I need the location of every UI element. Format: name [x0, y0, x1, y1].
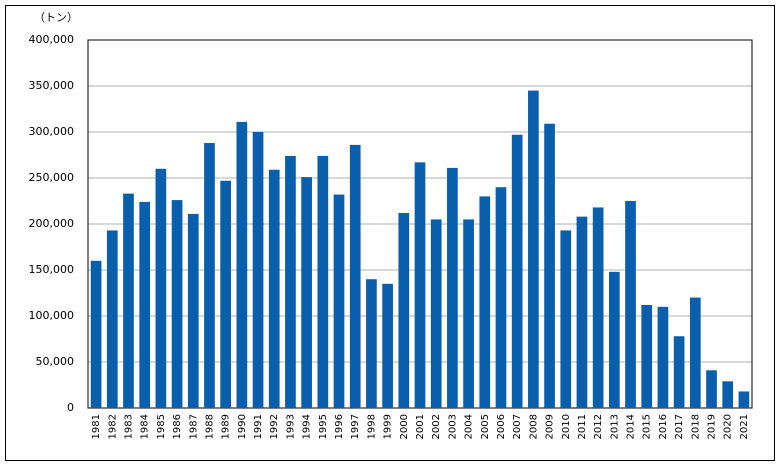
bar [317, 155, 329, 408]
x-tick-label: 1990 [237, 414, 248, 439]
x-tick-label: 1993 [285, 414, 296, 439]
bar [285, 155, 296, 408]
bar [333, 194, 345, 408]
y-tick-label: 100,000 [29, 309, 75, 322]
x-tick-label: 2018 [690, 414, 701, 439]
x-tick-label: 2016 [658, 414, 669, 439]
x-tick-label: 2001 [415, 414, 426, 439]
bar [155, 168, 167, 408]
x-tick-label: 1994 [302, 414, 313, 439]
bar [641, 304, 653, 408]
bar [479, 196, 491, 408]
x-tick-label: 2012 [593, 414, 604, 439]
x-tick-label: 1998 [366, 414, 377, 439]
bar [382, 283, 393, 408]
bar [625, 201, 636, 408]
bar [528, 90, 539, 408]
bar [463, 219, 474, 408]
bar [495, 187, 507, 408]
bar [608, 271, 620, 408]
x-tick-label: 2007 [512, 414, 523, 439]
y-tick-label: 0 [67, 401, 74, 414]
x-tick-label: 2000 [399, 414, 410, 439]
bar [414, 162, 426, 408]
bar [511, 134, 523, 408]
x-tick-label: 2015 [642, 414, 653, 439]
y-tick-label: 350,000 [29, 79, 75, 92]
x-tick-label: 1996 [334, 414, 345, 439]
y-tick-label: 50,000 [36, 355, 75, 368]
bar [139, 201, 151, 408]
x-tick-label: 1995 [318, 414, 329, 439]
x-tick-label: 1989 [221, 414, 232, 439]
bar [673, 336, 685, 408]
x-tick-label: 2014 [626, 414, 637, 439]
bar [236, 121, 248, 408]
x-tick-label: 1992 [269, 414, 280, 439]
x-tick-label: 1984 [140, 414, 151, 439]
bar [544, 123, 555, 408]
x-tick-label: 2008 [528, 414, 539, 439]
x-tick-label: 1991 [253, 414, 264, 439]
y-tick-label: 150,000 [29, 263, 75, 276]
y-tick-label: 200,000 [29, 217, 75, 230]
x-tick-label: 1981 [91, 414, 102, 439]
x-tick-label: 2005 [480, 414, 491, 439]
bar [268, 169, 280, 408]
x-tick-label: 2019 [707, 414, 718, 439]
x-tick-label: 1988 [204, 414, 215, 439]
bar [398, 212, 410, 408]
bar [430, 219, 442, 408]
x-tick-label: 1985 [156, 414, 167, 439]
x-tick-label: 2013 [609, 414, 620, 439]
x-tick-label: 2017 [674, 414, 685, 439]
bar [657, 306, 669, 408]
x-tick-label: 2021 [739, 414, 750, 439]
bar [722, 381, 734, 408]
x-tick-label: 1999 [383, 414, 394, 439]
bar [447, 167, 458, 408]
bar [171, 200, 183, 408]
bar [738, 391, 750, 408]
bar [187, 213, 199, 408]
bar [123, 193, 134, 408]
bar [252, 132, 264, 408]
y-tick-label: 400,000 [29, 33, 75, 46]
x-tick-label: 2003 [447, 414, 458, 439]
bar [204, 143, 215, 409]
bar [220, 180, 232, 408]
x-tick-label: 2009 [545, 414, 556, 439]
frame [5, 5, 775, 461]
x-tick-label: 1986 [172, 414, 183, 439]
bar [592, 207, 604, 408]
bar [366, 279, 377, 408]
x-tick-label: 2010 [561, 414, 572, 439]
y-tick-label: 300,000 [29, 125, 75, 138]
y-tick-label: 250,000 [29, 171, 75, 184]
x-tick-label: 2004 [464, 414, 475, 439]
x-tick-label: 2011 [577, 414, 588, 439]
bar [301, 177, 312, 408]
x-tick-label: 1983 [123, 414, 134, 439]
bar [349, 144, 361, 408]
bar [560, 230, 572, 408]
bar [90, 260, 102, 408]
x-tick-label: 1987 [188, 414, 199, 439]
x-tick-label: 2002 [431, 414, 442, 439]
x-tick-label: 2020 [723, 414, 734, 439]
bar [689, 297, 701, 408]
bar [576, 216, 588, 408]
x-tick-label: 2006 [496, 414, 507, 439]
y-unit: （トン） [34, 11, 78, 24]
bar [106, 230, 118, 408]
x-tick-label: 1982 [107, 414, 118, 439]
x-tick-label: 1997 [350, 414, 361, 439]
bar [706, 370, 717, 408]
